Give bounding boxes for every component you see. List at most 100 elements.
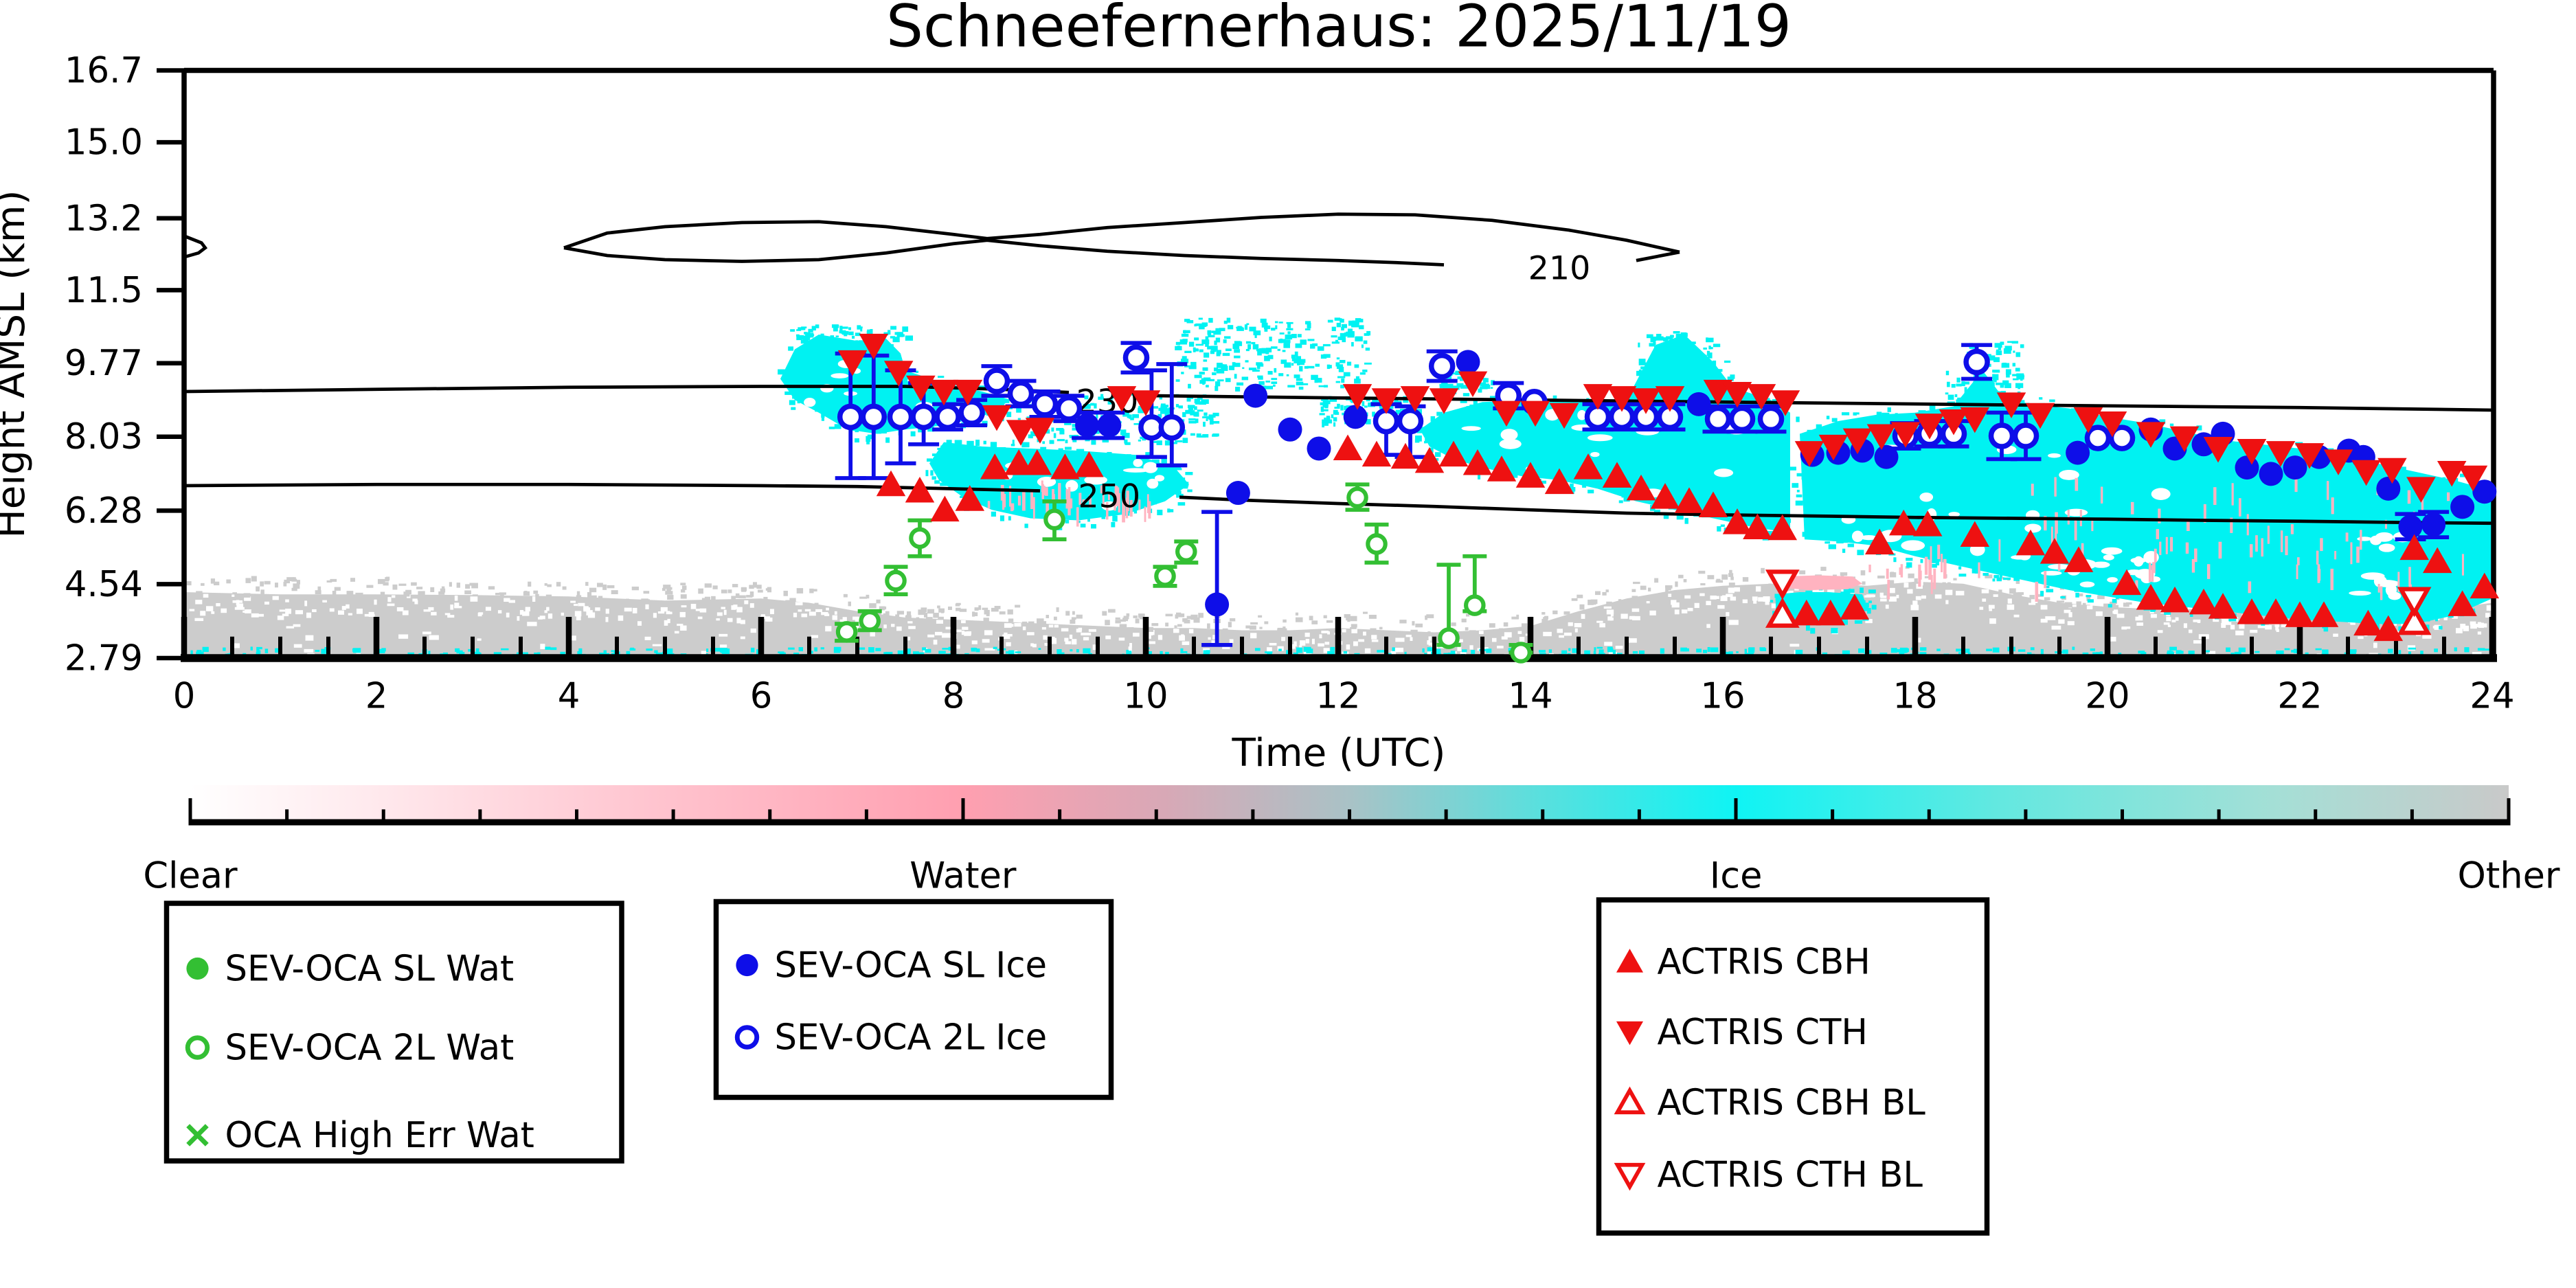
water-strand bbox=[2330, 568, 2334, 591]
colorbar-label-other: Other bbox=[2457, 855, 2560, 897]
water-strand bbox=[1106, 501, 1109, 520]
actris-cth-marker bbox=[1107, 386, 1137, 412]
actris-cth-marker bbox=[883, 361, 914, 387]
actris-cth-marker bbox=[2323, 449, 2353, 475]
actris-cbh-marker bbox=[980, 453, 1010, 479]
water-strand bbox=[2075, 477, 2079, 491]
sev-oca-sl-wat-legend-label: SEV-OCA SL Wat bbox=[225, 949, 515, 990]
actris-cbh-marker bbox=[2015, 529, 2046, 556]
actris-cbh-marker bbox=[1602, 462, 1632, 488]
actris-cbh-marker bbox=[2189, 588, 2219, 615]
sev-oca-2l-ice-marker bbox=[1397, 407, 1424, 435]
water-strand bbox=[2213, 487, 2217, 506]
sev-oca-2l-ice-marker bbox=[934, 403, 961, 431]
y-tick-label: 8.03 bbox=[65, 416, 143, 457]
water-legend: SEV-OCA SL Wat SEV-OCA 2L Wat OCA High Err… bbox=[163, 901, 624, 1164]
oca-2l-wat-marker bbox=[1464, 594, 1486, 616]
actris-cbh-marker bbox=[1722, 508, 1752, 534]
water-strand bbox=[2326, 481, 2329, 500]
ice-legend: SEV-OCA SL Ice SEV-OCA 2L Ice bbox=[713, 899, 1114, 1100]
oca-2l-wat-marker bbox=[1043, 508, 1065, 531]
water-strand bbox=[2380, 586, 2383, 600]
actris-cth-marker bbox=[837, 350, 868, 376]
sev-oca-sl-ice-marker bbox=[1097, 413, 1122, 438]
actris-cth-marker bbox=[1371, 388, 1401, 414]
actris-cth-bl-legend-label: ACTRIS CTH BL bbox=[1658, 1155, 1923, 1196]
water-strand bbox=[1146, 494, 1149, 513]
actris-cbh-bl-legend-marker bbox=[1614, 1086, 1646, 1115]
water-strand bbox=[1082, 499, 1085, 508]
sev-oca-2l-ice-marker bbox=[860, 403, 888, 431]
x-tick-label: 6 bbox=[750, 676, 773, 717]
actris-cbh-marker bbox=[2285, 601, 2315, 627]
actris-cth-marker bbox=[2073, 407, 2103, 433]
water-strand bbox=[1030, 490, 1033, 509]
ice-legend-box bbox=[713, 899, 1114, 1100]
water-strand bbox=[1069, 498, 1073, 509]
sev-oca-sl-ice-marker bbox=[1456, 350, 1480, 374]
water-strand bbox=[2151, 565, 2154, 582]
colorbar-label-water: Water bbox=[909, 855, 1017, 897]
water-strand bbox=[2135, 580, 2138, 592]
actris-cbh-marker bbox=[1004, 449, 1034, 475]
water-strand bbox=[2421, 497, 2424, 514]
actris-cbh-marker bbox=[1573, 453, 1603, 479]
actris-cbh-marker bbox=[2261, 598, 2291, 624]
sev-oca-2l-ice-marker bbox=[958, 399, 985, 426]
sev-oca-2l-ice-marker bbox=[837, 403, 864, 431]
y-tick-label: 6.28 bbox=[65, 490, 143, 532]
water-strand bbox=[2186, 520, 2190, 532]
water-strand bbox=[1125, 499, 1129, 519]
actris-cth-marker bbox=[2266, 441, 2296, 467]
water-strand bbox=[1918, 564, 1921, 587]
sev-oca-2l-ice-legend-marker bbox=[734, 1025, 760, 1050]
water-strand bbox=[2091, 521, 2094, 532]
water-strand bbox=[2261, 538, 2263, 557]
water-strand bbox=[1046, 499, 1049, 519]
actris-cbh-marker bbox=[1743, 513, 1772, 539]
actris-cth-marker bbox=[2097, 411, 2127, 438]
water-patch bbox=[1778, 575, 1862, 590]
actris-cbh-marker bbox=[1816, 599, 1846, 626]
actris-cth-bl-marker bbox=[2397, 587, 2432, 618]
x-axis-label: Time (UTC) bbox=[1232, 731, 1446, 776]
colorbar: Clear Water Ice Other bbox=[143, 785, 2560, 897]
oca-2l-wat-marker bbox=[885, 569, 907, 592]
sev-oca-2l-ice-marker bbox=[2084, 425, 2112, 451]
water-strand bbox=[1067, 500, 1071, 516]
colorbar-label-ice: Ice bbox=[1710, 855, 1763, 897]
actris-cbh-marker bbox=[905, 476, 935, 503]
sev-oca-sl-ice-marker bbox=[2066, 440, 2090, 465]
water-strand bbox=[2360, 530, 2362, 550]
oca-2l-wat-marker bbox=[835, 621, 858, 643]
water-strand bbox=[2334, 551, 2337, 560]
actris-cbh-marker bbox=[1544, 468, 1574, 495]
sev-oca-2l-ice-marker bbox=[1704, 405, 1732, 433]
actris-cth-marker bbox=[1655, 386, 1685, 412]
sev-oca-2l-ice-marker bbox=[2012, 422, 2040, 449]
sev-oca-sl-ice-marker bbox=[2283, 455, 2307, 480]
water-strand bbox=[2238, 498, 2241, 517]
oca-2l-wat-marker bbox=[1510, 642, 1532, 664]
sev-oca-sl-wat-legend-marker bbox=[186, 957, 209, 980]
water-strand bbox=[2100, 486, 2103, 504]
water-strand bbox=[2054, 477, 2057, 497]
water-strand bbox=[1943, 558, 1947, 579]
y-axis-label: Height AMSL (km) bbox=[0, 190, 34, 538]
water-strand bbox=[2207, 564, 2211, 579]
water-strand bbox=[1887, 579, 1890, 600]
actris-cth-marker bbox=[1770, 390, 1800, 416]
water-strand bbox=[1009, 486, 1012, 507]
water-strand bbox=[2320, 538, 2323, 552]
actris-cth-marker bbox=[1583, 384, 1613, 410]
water-strand bbox=[1002, 489, 1005, 510]
water-strand bbox=[1076, 507, 1079, 527]
water-strand bbox=[2170, 536, 2173, 552]
actris-cbh-marker bbox=[1462, 449, 1493, 475]
isoline-230 bbox=[1150, 394, 2493, 412]
water-strand bbox=[2031, 484, 2034, 496]
actris-cbh-marker bbox=[2399, 534, 2429, 561]
water-strand bbox=[2296, 564, 2298, 580]
y-tick-label: 13.2 bbox=[65, 198, 143, 239]
